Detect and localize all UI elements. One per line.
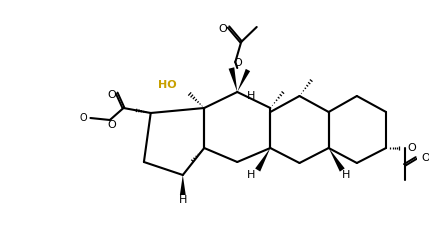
Text: HO: HO: [158, 80, 177, 90]
Text: H: H: [247, 170, 255, 180]
Polygon shape: [180, 175, 186, 195]
Polygon shape: [237, 69, 250, 92]
Text: O: O: [80, 113, 88, 123]
Text: H: H: [178, 195, 187, 205]
Text: O: O: [408, 143, 416, 153]
Text: O: O: [233, 58, 242, 68]
Text: O: O: [107, 120, 116, 130]
Text: O: O: [107, 90, 116, 100]
Polygon shape: [329, 148, 345, 172]
Polygon shape: [229, 67, 237, 92]
Text: O: O: [421, 153, 429, 163]
Text: H: H: [247, 91, 255, 101]
Text: O: O: [218, 24, 227, 34]
Polygon shape: [255, 148, 270, 172]
Text: H: H: [342, 170, 350, 180]
